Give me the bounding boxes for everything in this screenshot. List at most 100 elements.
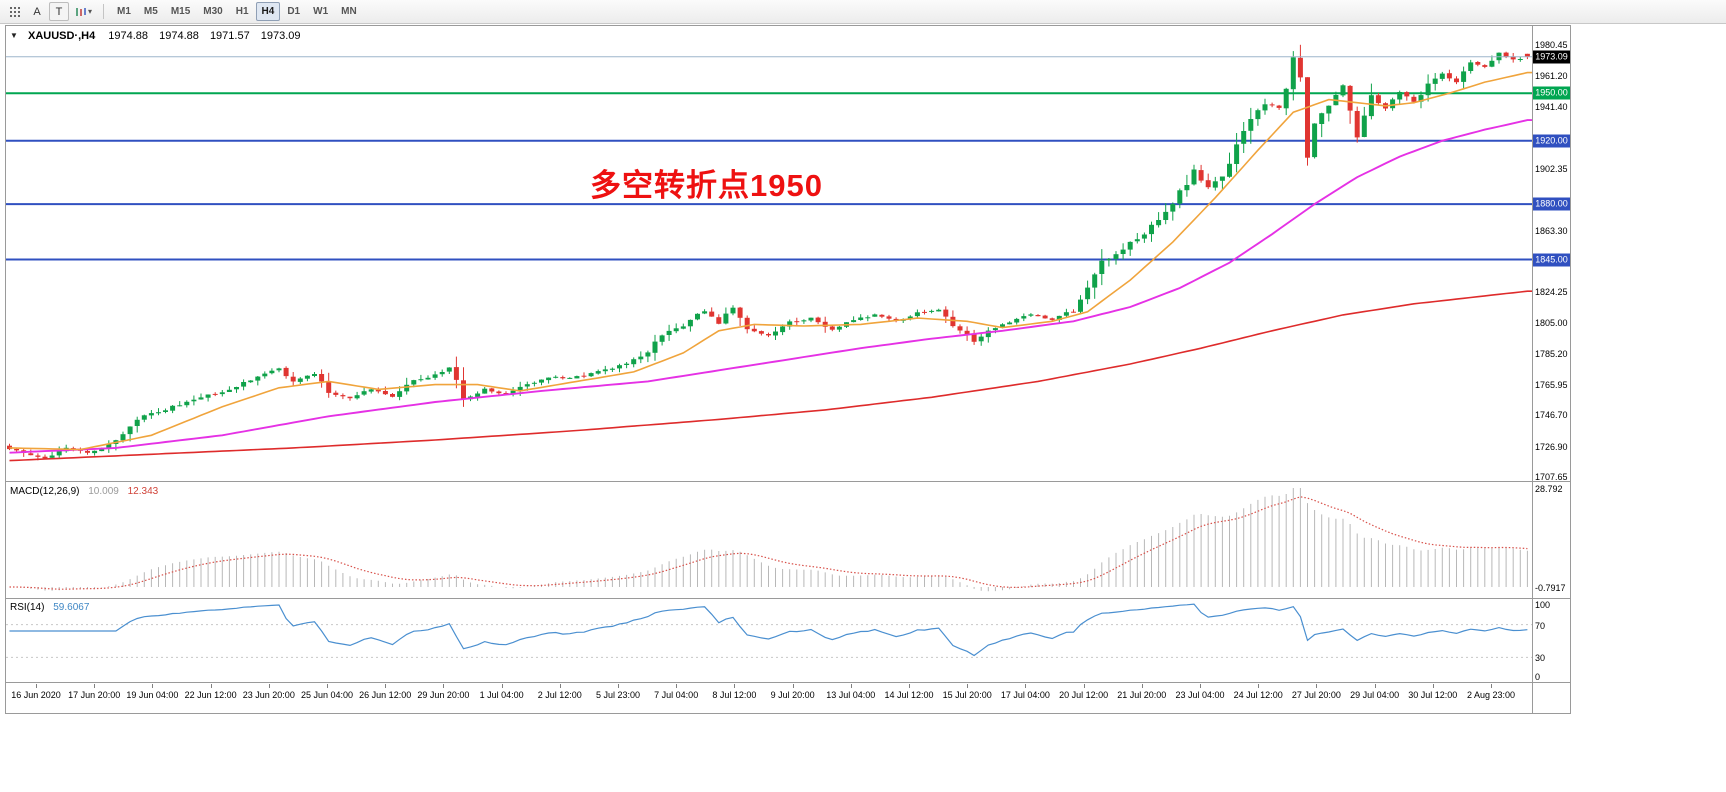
time-axis-tick — [1316, 684, 1318, 688]
time-axis-tick — [1258, 684, 1260, 688]
time-axis-tick — [268, 684, 270, 688]
price-axis-label: 1863.30 — [1535, 225, 1568, 236]
time-axis-tick — [385, 684, 387, 688]
time-axis-label: 13 Jul 04:00 — [826, 690, 876, 700]
window-border-left — [5, 25, 6, 714]
price-axis-label: 1785.20 — [1535, 349, 1568, 360]
price-axis-label: 1824.25 — [1535, 287, 1568, 298]
macd-axis-label: -0.7917 — [1535, 583, 1566, 593]
bid-price-line-price-box[interactable]: 1973.09 — [1533, 50, 1570, 64]
grid-icon-glyph — [10, 6, 20, 17]
time-axis-tick — [676, 684, 678, 688]
timeframe-button-d1[interactable]: D1 — [287, 6, 301, 17]
time-axis-tick — [1432, 684, 1434, 688]
time-axis-tick — [443, 684, 445, 688]
timeframe-button-mn[interactable]: MN — [341, 6, 357, 17]
panel-separator-rsi[interactable] — [5, 598, 1571, 599]
timeframe-button-m1[interactable]: M1 — [117, 6, 131, 17]
macd-axis[interactable]: 28.792 -0.7917 — [1533, 483, 1570, 597]
rsi-indicator-label: RSI(14) 59.6067 — [10, 602, 89, 613]
chart-text-annotation[interactable]: 多空转折点1950 — [590, 168, 823, 203]
time-axis-tick — [1141, 684, 1143, 688]
symbol-period-label: XAUUSD·,H4 — [27, 30, 96, 42]
time-axis-label: 5 Jul 23:00 — [595, 690, 641, 700]
text-tool-button[interactable]: T — [49, 2, 69, 21]
timeframe-button-w1[interactable]: W1 — [313, 6, 329, 17]
time-axis-tick — [210, 684, 212, 688]
time-axis-label: 29 Jul 04:00 — [1350, 690, 1400, 700]
toolbar: A T ▾ M1 M5 M15 M30 H1 H4 D1 W1 MN — [0, 0, 1726, 24]
time-axis-label: 22 Jun 12:00 — [184, 690, 237, 700]
time-axis-label: 8 Jul 12:00 — [712, 690, 757, 700]
time-axis-label: 2 Jul 12:00 — [537, 690, 582, 700]
macd-axis-label: 28.792 — [1535, 484, 1563, 494]
time-axis-label: 30 Jul 12:00 — [1408, 690, 1458, 700]
timeframe-button-h1[interactable]: H1 — [235, 6, 249, 17]
time-axis-label: 19 Jun 04:00 — [126, 690, 179, 700]
time-axis-tick — [734, 684, 736, 688]
horizontal-line-price-box[interactable]: 1880.00 — [1533, 197, 1570, 211]
time-axis-tick — [152, 684, 154, 688]
time-axis-tick — [792, 684, 794, 688]
price-axis-label: 1765.95 — [1535, 379, 1568, 390]
price-axis-label: 1805.00 — [1535, 317, 1568, 328]
rsi-axis-label: 100 — [1535, 600, 1551, 610]
macd-panel-canvas[interactable] — [6, 483, 1532, 597]
timeframe-button-h4[interactable]: H4 — [255, 2, 281, 21]
time-axis-tick — [909, 684, 910, 688]
time-axis-tick — [94, 684, 96, 688]
time-axis-label: 14 Jul 12:00 — [884, 690, 934, 700]
time-axis-label: 17 Jul 04:00 — [1000, 690, 1050, 700]
timeframe-button-m15[interactable]: M15 — [170, 6, 191, 17]
horizontal-line-price-box[interactable]: 1845.00 — [1533, 253, 1570, 266]
time-axis-label: 21 Jul 20:00 — [1117, 690, 1167, 700]
one-click-trading-icon[interactable]: ▼ — [10, 31, 18, 40]
low-value: 1971.57 — [209, 30, 250, 42]
rsi-value: 59.6067 — [53, 602, 90, 613]
timeframe-button-m30[interactable]: M30 — [203, 6, 223, 17]
macd-indicator-label: MACD(12,26,9) 10.009 12.343 — [10, 486, 158, 497]
time-axis[interactable]: 16 Jun 2020 17 Jun 20:00 19 Jun 04:00 22 Ju… — [6, 684, 1532, 712]
right-empty-area — [1571, 25, 1726, 792]
main-chart-canvas[interactable] — [6, 26, 1532, 481]
time-axis-tick — [1025, 684, 1027, 688]
horizontal-line-price-box[interactable]: 1950.00 — [1533, 86, 1570, 100]
price-axis[interactable]: 1980.45 1961.20 1941.40 1902.35 1863.30 1824.… — [1533, 26, 1570, 482]
horizontal-line-price-box[interactable]: 1920.00 — [1533, 134, 1570, 148]
time-axis-label: 29 Jun 20:00 — [417, 690, 470, 700]
panel-separator-macd[interactable] — [5, 481, 1571, 482]
window-border-right — [1570, 25, 1571, 714]
price-axis-label: 1961.20 — [1535, 70, 1568, 81]
window-border-bottom — [5, 713, 1571, 714]
rsi-name: RSI(14) — [10, 602, 45, 613]
price-axis-label: 1746.70 — [1535, 410, 1568, 421]
time-axis-tick — [36, 684, 37, 688]
chevron-down-icon: ▾ — [88, 7, 93, 16]
time-axis-label: 15 Jul 20:00 — [942, 690, 992, 700]
lines-tool-button[interactable]: ▾ — [71, 2, 96, 21]
time-axis-label: 23 Jul 04:00 — [1175, 690, 1225, 700]
macd-main-value: 10.009 — [88, 486, 119, 497]
close-value: 1973.09 — [260, 30, 301, 42]
price-axis-label: 1980.45 — [1535, 40, 1568, 50]
time-axis-label: 7 Jul 04:00 — [654, 690, 699, 700]
time-scale-border — [5, 682, 1571, 683]
time-axis-tick — [1200, 684, 1201, 688]
time-axis-label: 17 Jun 20:00 — [68, 690, 121, 700]
timeframe-group: M1 M5 M15 M30 H1 H4 D1 W1 MN — [111, 2, 363, 21]
time-axis-tick — [967, 684, 969, 688]
timeframe-button-m5[interactable]: M5 — [143, 6, 158, 17]
time-axis-label: 24 Jul 12:00 — [1233, 690, 1283, 700]
grid-icon[interactable] — [5, 2, 25, 21]
open-value: 1974.88 — [108, 30, 149, 42]
macd-name: MACD(12,26,9) — [10, 486, 80, 497]
time-axis-label: 2 Aug 23:00 — [1466, 690, 1516, 700]
rsi-panel-canvas[interactable] — [6, 600, 1532, 682]
lines-tool-icon — [76, 7, 86, 16]
arrow-tool-button[interactable]: A — [33, 5, 41, 18]
price-axis-label: 1726.90 — [1535, 441, 1568, 452]
window-border-top — [5, 25, 1571, 26]
time-axis-label: 20 Jul 12:00 — [1059, 690, 1109, 700]
rsi-axis-label: 30 — [1535, 653, 1546, 663]
rsi-axis[interactable]: 100 70 30 0 — [1533, 600, 1570, 682]
